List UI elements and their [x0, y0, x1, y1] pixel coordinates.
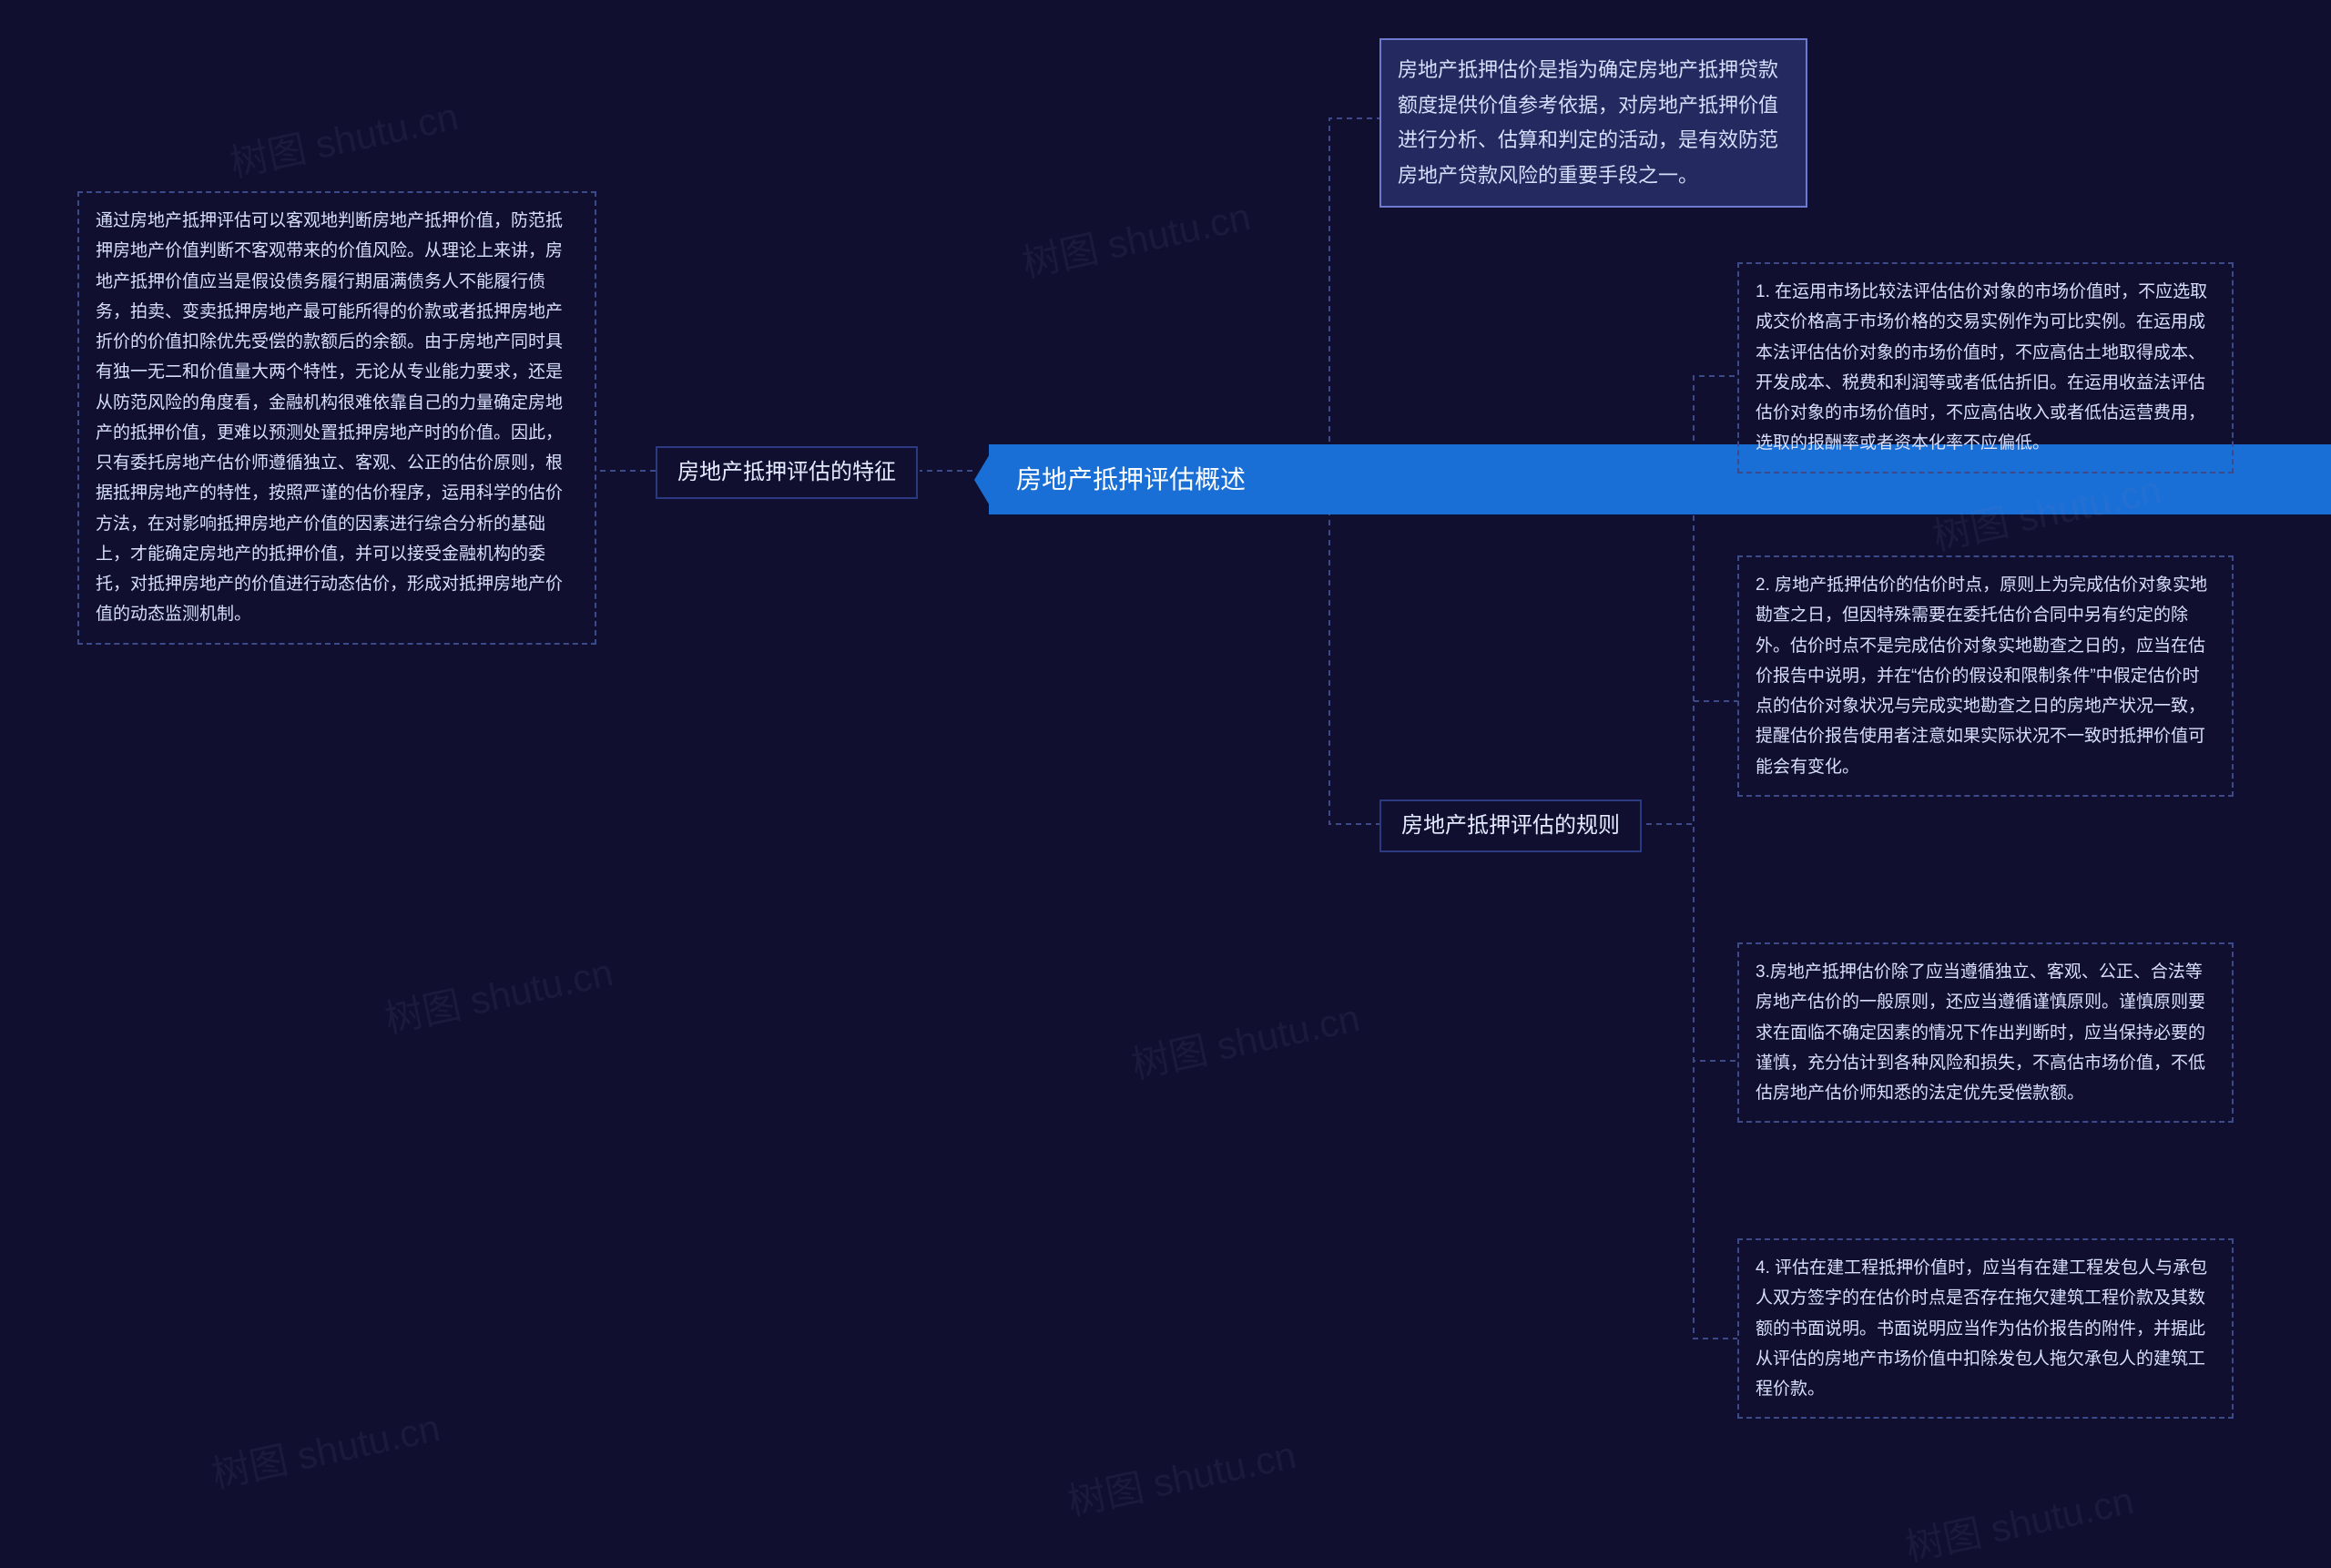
left-body-text: 通过房地产抵押评估可以客观地判断房地产抵押价值，防范抵押房地产价值判断不客观带来…: [96, 211, 563, 624]
root-label: 房地产抵押评估概述: [1016, 465, 1246, 494]
rules-tag-node: 房地产抵押评估的规则: [1379, 799, 1642, 852]
rule-text-1: 1. 在运用市场比较法评估估价对象的市场价值时，不应选取成交价格高于市场价格的交…: [1756, 282, 2207, 453]
rule-item-2: 2. 房地产抵押估价的估价时点，原则上为完成估价对象实地勘查之日，但因特殊需要在…: [1737, 555, 2234, 797]
watermark: 树图 shutu.cn: [224, 86, 463, 188]
watermark: 树图 shutu.cn: [206, 1397, 444, 1500]
rule-item-4: 4. 评估在建工程抵押价值时，应当有在建工程发包人与承包人双方签字的在估价时点是…: [1737, 1238, 2234, 1419]
watermark: 树图 shutu.cn: [379, 942, 617, 1044]
watermark: 树图 shutu.cn: [1016, 186, 1255, 289]
rule-item-3: 3.房地产抵押估价除了应当遵循独立、客观、公正、合法等房地产估价的一般原则，还应…: [1737, 942, 2234, 1123]
rule-text-2: 2. 房地产抵押估价的估价时点，原则上为完成估价对象实地勘查之日，但因特殊需要在…: [1756, 575, 2207, 777]
watermark: 树图 shutu.cn: [1899, 1470, 2138, 1568]
left-tag-node: 房地产抵押评估的特征: [656, 446, 918, 499]
rule-item-1: 1. 在运用市场比较法评估估价对象的市场价值时，不应选取成交价格高于市场价格的交…: [1737, 262, 2234, 473]
left-body-node: 通过房地产抵押评估可以客观地判断房地产抵押价值，防范抵押房地产价值判断不客观带来…: [77, 191, 596, 645]
intro-node: 房地产抵押估价是指为确定房地产抵押贷款额度提供价值参考依据，对房地产抵押价值进行…: [1379, 38, 1807, 208]
rule-text-3: 3.房地产抵押估价除了应当遵循独立、客观、公正、合法等房地产估价的一般原则，还应…: [1756, 962, 2205, 1103]
rules-tag-label: 房地产抵押评估的规则: [1401, 813, 1620, 838]
intro-text: 房地产抵押估价是指为确定房地产抵押贷款额度提供价值参考依据，对房地产抵押价值进行…: [1398, 58, 1778, 187]
left-tag-label: 房地产抵押评估的特征: [677, 460, 896, 484]
watermark: 树图 shutu.cn: [1125, 987, 1364, 1090]
rule-text-4: 4. 评估在建工程抵押价值时，应当有在建工程发包人与承包人双方签字的在估价时点是…: [1756, 1258, 2207, 1399]
watermark: 树图 shutu.cn: [1062, 1424, 1300, 1527]
